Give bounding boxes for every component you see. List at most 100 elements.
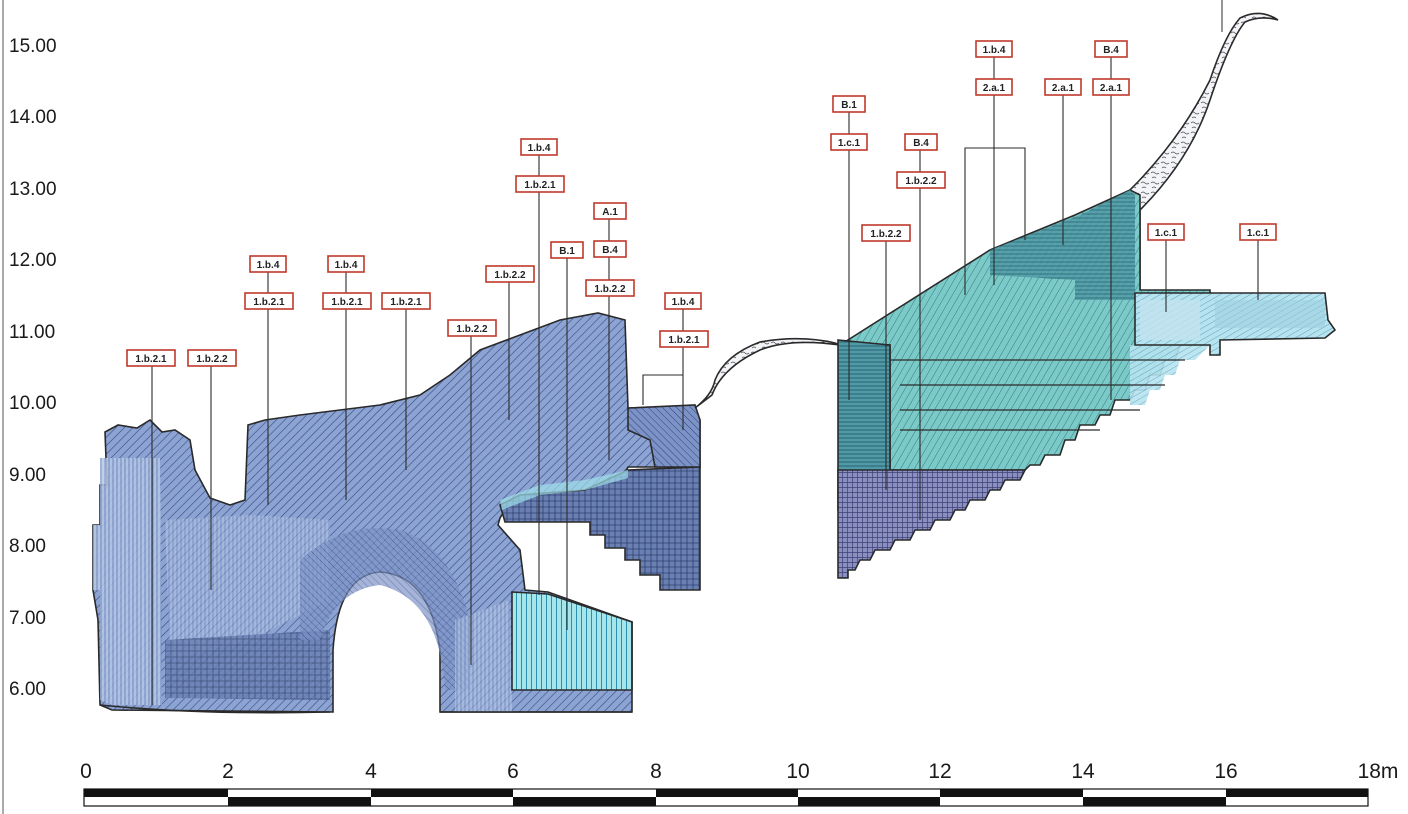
annotation-tag: B.1 — [550, 241, 584, 259]
scale-bar: 0 2 4 6 8 10 12 14 16 18m — [80, 760, 1399, 807]
rock-slope — [694, 0, 1279, 409]
svg-text:A.1: A.1 — [602, 207, 618, 218]
scale-label: 0 — [80, 760, 92, 783]
svg-text:1.b.2.1: 1.b.2.1 — [390, 297, 422, 308]
annotation-tag: 1.b.4 — [520, 138, 558, 156]
annotation-tag: 1.c.1 — [830, 133, 868, 151]
svg-text:B.1: B.1 — [559, 246, 575, 257]
scale-label: 12 — [928, 760, 951, 783]
right-pier-render — [455, 600, 512, 712]
annotation-tag: 2.a.1 — [975, 78, 1013, 96]
svg-text:1.b.2.2: 1.b.2.2 — [456, 324, 488, 335]
annotation-tag: 1.b.2.2 — [485, 265, 535, 283]
svg-text:1.c.1: 1.c.1 — [1247, 228, 1270, 239]
left-render-zone — [165, 515, 330, 660]
svg-text:B.4: B.4 — [602, 245, 618, 256]
annotation-tag: 1.b.2.1 — [381, 292, 431, 310]
svg-text:2.a.1: 2.a.1 — [1100, 83, 1123, 94]
svg-text:1.b.4: 1.b.4 — [528, 143, 551, 154]
annotation-tag: B.4 — [593, 240, 627, 258]
svg-text:1.b.4: 1.b.4 — [983, 45, 1006, 56]
horizontal-course-lines — [890, 359, 1185, 431]
annotation-tag: 1.b.2.1 — [515, 175, 565, 193]
svg-text:1.b.2.2: 1.b.2.2 — [905, 176, 937, 187]
elevation-label: 12.00 — [9, 250, 57, 271]
annotation-tag: 1.b.4 — [975, 40, 1013, 58]
elevation-axis-labels: 15.00 14.00 13.00 12.00 11.00 10.00 9.00… — [9, 36, 57, 700]
annotation-tag: 1.b.4 — [249, 255, 287, 273]
svg-text:B.1: B.1 — [841, 100, 857, 111]
annotation-tag: 1.b.2.1 — [322, 292, 372, 310]
annotation-tag: 1.b.2.2 — [187, 349, 237, 367]
svg-text:1.b.2.1: 1.b.2.1 — [668, 335, 700, 346]
svg-text:2.a.1: 2.a.1 — [983, 83, 1006, 94]
rock-slope-fill — [694, 12, 1279, 409]
platform-light-patch — [1140, 300, 1200, 340]
annotation-tag: 1.b.2.2 — [447, 319, 497, 337]
annotation-tag: B.4 — [904, 133, 938, 151]
scale-label: 18m — [1358, 760, 1399, 783]
svg-text:B.4: B.4 — [913, 138, 929, 149]
annotation-tag: 2.a.1 — [1092, 78, 1130, 96]
scale-label: 6 — [507, 760, 519, 783]
scale-label: 8 — [650, 760, 662, 783]
left-render-zone — [100, 458, 162, 705]
elevation-label: 11.00 — [9, 322, 55, 343]
annotation-tag: 1.b.2.1 — [244, 292, 294, 310]
scale-label: 2 — [222, 760, 234, 783]
elevation-label: 13.00 — [9, 179, 57, 200]
scale-bar-segments — [84, 789, 1368, 806]
svg-text:1.b.2.1: 1.b.2.1 — [135, 354, 167, 365]
bracket — [964, 147, 1026, 295]
annotation-tag: 1.c.1 — [1147, 223, 1185, 241]
left-base-line — [99, 704, 632, 714]
annotation-tag: B.1 — [832, 95, 866, 113]
leader-lines — [151, 55, 1259, 705]
elevation-label: 8.00 — [9, 536, 46, 557]
annotation-tag: 1.b.2.1 — [659, 330, 709, 348]
svg-text:1.b.2.2: 1.b.2.2 — [594, 284, 626, 295]
svg-text:1.b.4: 1.b.4 — [672, 297, 695, 308]
cyan-infill-block — [511, 591, 633, 691]
svg-text:1.b.2.2: 1.b.2.2 — [870, 229, 902, 240]
svg-text:1.b.2.1: 1.b.2.1 — [331, 297, 363, 308]
elevation-label: 14.00 — [9, 107, 57, 128]
cyan-stair-blocks — [1130, 345, 1210, 405]
annotation-tag: 1.b.4 — [327, 255, 365, 273]
annotation-tag: B.4 — [1094, 40, 1128, 58]
scale-label: 16 — [1214, 760, 1237, 783]
annotation-tag: 1.b.2.1 — [126, 349, 176, 367]
svg-text:1.c.1: 1.c.1 — [838, 138, 861, 149]
elevation-label: 7.00 — [9, 608, 46, 629]
annotation-tag: 1.c.1 — [1239, 223, 1277, 241]
svg-text:1.b.4: 1.b.4 — [257, 260, 280, 271]
left-grid-patch — [165, 630, 330, 700]
annotation-tag: 1.b.2.2 — [896, 171, 946, 189]
stepped-purple-base — [837, 469, 1027, 579]
arch-band — [300, 528, 470, 690]
elevation-label: 15.00 — [9, 36, 57, 57]
annotation-tag: 1.b.2.2 — [585, 279, 635, 297]
elevation-label: 6.00 — [9, 679, 46, 700]
scale-label: 10 — [786, 760, 809, 783]
scale-label: 4 — [365, 760, 377, 783]
annotation-tag: 1.b.2.2 — [861, 224, 911, 242]
svg-text:1.c.1: 1.c.1 — [1155, 228, 1178, 239]
svg-text:B.4: B.4 — [1103, 45, 1119, 56]
cyan-band — [500, 470, 628, 510]
svg-text:2.a.1: 2.a.1 — [1052, 83, 1075, 94]
annotation-tags: 1.b.2.1 1.b.2.2 1.b.4 1.b.2.1 1.b.4 1.b.… — [126, 40, 1277, 367]
svg-text:1.b.2.1: 1.b.2.1 — [253, 297, 285, 308]
annotation-tag: A.1 — [593, 202, 627, 220]
svg-text:1.b.2.2: 1.b.2.2 — [494, 270, 526, 281]
left-structure — [92, 312, 701, 714]
svg-text:1.b.2.2: 1.b.2.2 — [196, 354, 228, 365]
svg-text:1.b.4: 1.b.4 — [335, 260, 358, 271]
annotation-tag: 1.b.4 — [664, 292, 702, 310]
platform-paving — [1215, 300, 1325, 328]
elevation-label: 9.00 — [9, 465, 46, 486]
annotation-tag: 2.a.1 — [1044, 78, 1082, 96]
left-render-strip — [93, 525, 100, 590]
elevation-label: 10.00 — [9, 393, 57, 414]
